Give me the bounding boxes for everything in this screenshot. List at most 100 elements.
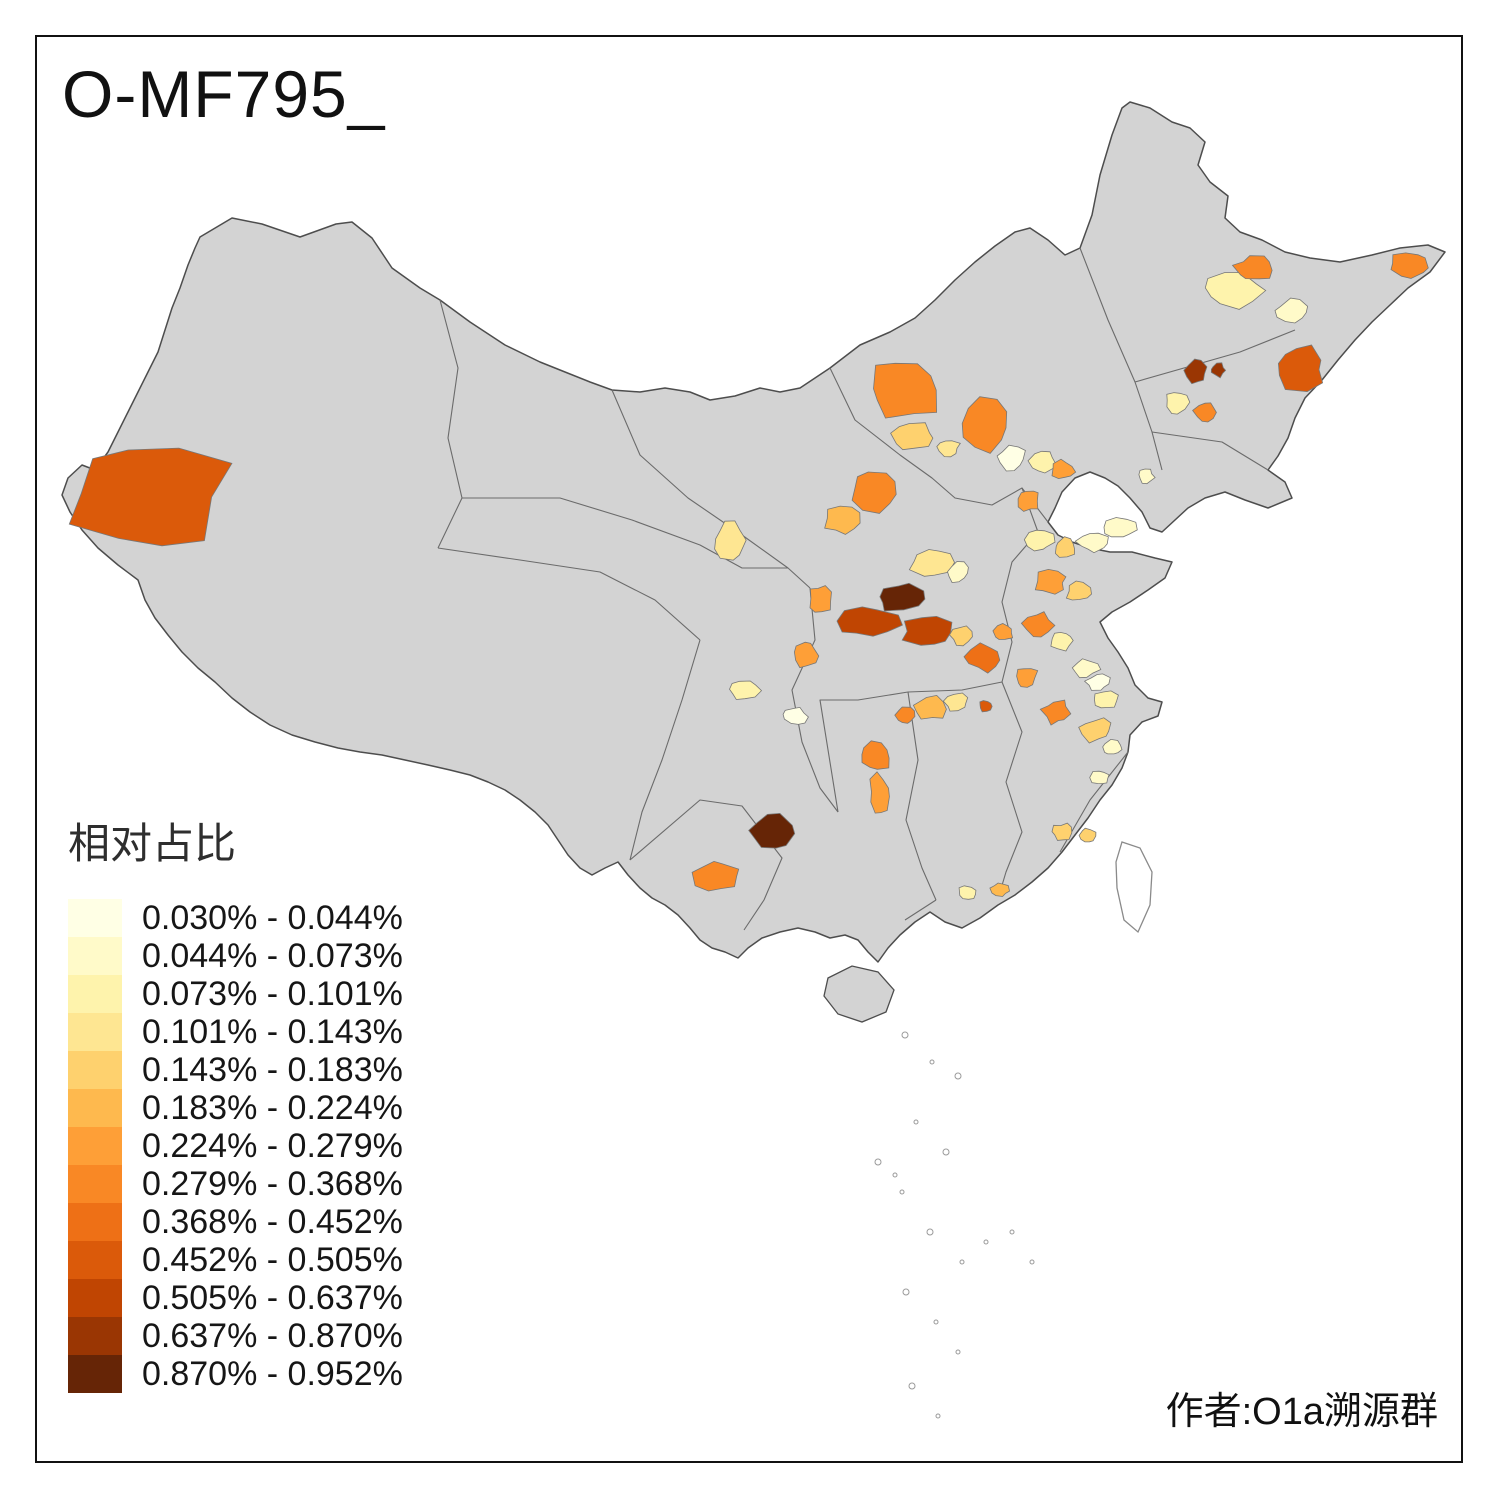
legend-row: 0.143% - 0.183% bbox=[68, 1051, 403, 1089]
legend-label: 0.143% - 0.183% bbox=[142, 1050, 403, 1089]
legend-swatch bbox=[68, 937, 122, 975]
map-region bbox=[873, 362, 938, 419]
province-border bbox=[437, 547, 701, 641]
map-region bbox=[1016, 668, 1039, 688]
legend-row: 0.183% - 0.224% bbox=[68, 1089, 403, 1127]
map-region bbox=[901, 615, 953, 646]
province-border bbox=[611, 389, 811, 589]
map-region bbox=[1051, 458, 1077, 480]
map-region bbox=[1027, 450, 1057, 474]
map-region bbox=[793, 641, 820, 669]
legend-swatch bbox=[68, 1127, 122, 1165]
map-region bbox=[1054, 536, 1076, 558]
province-border bbox=[1134, 329, 1296, 383]
legend-row: 0.101% - 0.143% bbox=[68, 1013, 403, 1051]
legend-label: 0.030% - 0.044% bbox=[142, 898, 403, 937]
map-region bbox=[992, 623, 1014, 640]
legend-row: 0.044% - 0.073% bbox=[68, 937, 403, 975]
map-region bbox=[1023, 529, 1056, 552]
province-border bbox=[1001, 487, 1039, 683]
province-border bbox=[1151, 431, 1269, 471]
map-region bbox=[1034, 568, 1067, 595]
map-region bbox=[1210, 362, 1227, 379]
legend-swatch bbox=[68, 1051, 122, 1089]
province-border bbox=[904, 899, 937, 921]
map-region bbox=[1274, 297, 1309, 324]
map-region bbox=[1231, 255, 1273, 280]
legend-label: 0.279% - 0.368% bbox=[142, 1164, 403, 1203]
legend-entries: 0.030% - 0.044% 0.044% - 0.073% 0.073% - 0… bbox=[68, 899, 403, 1393]
legend-label: 0.505% - 0.637% bbox=[142, 1278, 403, 1317]
legend-swatch bbox=[68, 1317, 122, 1355]
hainan-island bbox=[823, 965, 895, 1023]
map-region bbox=[729, 680, 763, 700]
map-region bbox=[861, 740, 890, 770]
legend-swatch bbox=[68, 1013, 122, 1051]
map-region bbox=[942, 692, 969, 712]
legend-swatch bbox=[68, 1241, 122, 1279]
legend-swatch bbox=[68, 899, 122, 937]
map-region bbox=[809, 585, 832, 613]
province-border bbox=[437, 299, 463, 549]
attribution: 作者:O1a溯源群 bbox=[1165, 1391, 1438, 1433]
legend-label: 0.073% - 0.101% bbox=[142, 974, 403, 1013]
map-region bbox=[949, 625, 973, 647]
map-region bbox=[1103, 517, 1138, 538]
legend-label: 0.870% - 0.952% bbox=[142, 1354, 403, 1393]
page-title: O-MF795_ bbox=[62, 57, 386, 131]
province-border bbox=[905, 691, 937, 901]
legend-row: 0.224% - 0.279% bbox=[68, 1127, 403, 1165]
map-region bbox=[1102, 738, 1123, 755]
map-region bbox=[1277, 344, 1324, 393]
map-region bbox=[1166, 392, 1191, 415]
legend-row: 0.368% - 0.452% bbox=[68, 1203, 403, 1241]
map-region bbox=[1093, 690, 1119, 709]
province-border bbox=[829, 367, 1049, 523]
legend-label: 0.183% - 0.224% bbox=[142, 1088, 403, 1127]
map-region bbox=[1138, 468, 1156, 485]
legend-label: 0.368% - 0.452% bbox=[142, 1202, 403, 1241]
map-region bbox=[1051, 822, 1073, 841]
map-region bbox=[1078, 717, 1112, 744]
legend: 相对占比 0.030% - 0.044% 0.044% - 0.073% 0.073… bbox=[68, 810, 403, 1393]
regions-layer bbox=[68, 252, 1429, 900]
legend-row: 0.073% - 0.101% bbox=[68, 975, 403, 1013]
legend-row: 0.505% - 0.637% bbox=[68, 1279, 403, 1317]
legend-swatch bbox=[68, 1089, 122, 1127]
province-border bbox=[462, 497, 788, 569]
map-region bbox=[961, 396, 1008, 454]
map-region bbox=[1089, 770, 1110, 785]
map-region bbox=[1017, 490, 1039, 512]
province-borders bbox=[437, 247, 1296, 931]
map-region bbox=[851, 471, 897, 514]
map-region bbox=[1071, 658, 1102, 679]
legend-row: 0.637% - 0.870% bbox=[68, 1317, 403, 1355]
map-region bbox=[908, 549, 955, 577]
legend-row: 0.279% - 0.368% bbox=[68, 1165, 403, 1203]
map-region bbox=[996, 444, 1026, 472]
taiwan-island bbox=[1115, 841, 1153, 934]
province-border bbox=[999, 681, 1023, 893]
map-region bbox=[890, 422, 934, 451]
legend-row: 0.030% - 0.044% bbox=[68, 899, 403, 937]
map-region bbox=[836, 606, 903, 637]
map-region bbox=[714, 520, 747, 561]
legend-row: 0.870% - 0.952% bbox=[68, 1355, 403, 1393]
map-region bbox=[894, 706, 916, 724]
province-border bbox=[629, 639, 701, 861]
map-region bbox=[691, 860, 740, 892]
south-china-sea-islands bbox=[874, 1031, 1035, 1419]
map-region bbox=[1074, 532, 1109, 554]
map-region bbox=[1065, 580, 1092, 601]
map-region bbox=[1078, 827, 1097, 843]
mainland-outline bbox=[61, 101, 1446, 963]
map-region bbox=[1020, 611, 1056, 638]
legend-row: 0.452% - 0.505% bbox=[68, 1241, 403, 1279]
map-region bbox=[963, 642, 1001, 674]
legend-label: 0.452% - 0.505% bbox=[142, 1240, 403, 1279]
map-region bbox=[947, 561, 969, 584]
map-region bbox=[869, 771, 890, 814]
map-region bbox=[1039, 699, 1072, 726]
legend-label: 0.224% - 0.279% bbox=[142, 1126, 403, 1165]
